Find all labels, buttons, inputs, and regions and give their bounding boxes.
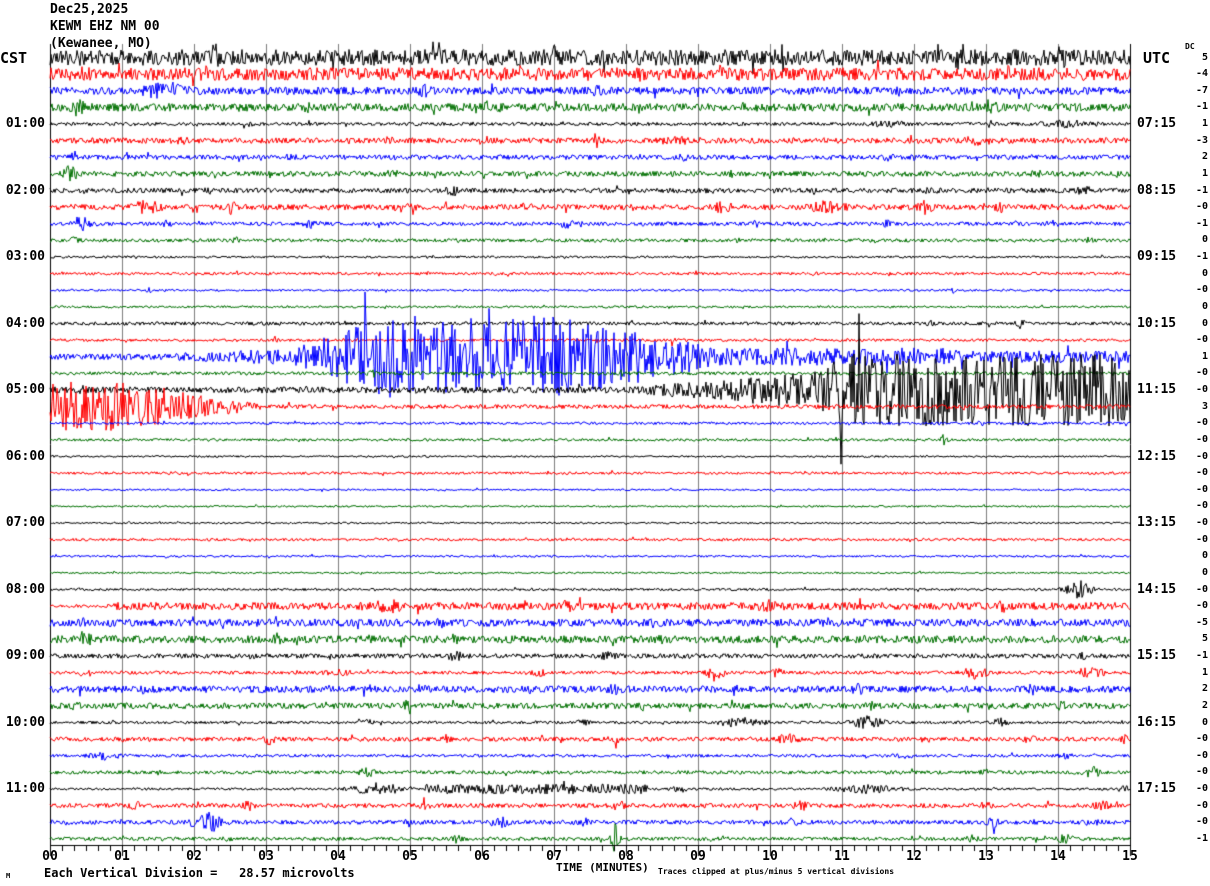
cst-hour-label: 01:00 bbox=[5, 116, 45, 131]
dc-offset-value: -1 bbox=[1195, 832, 1208, 844]
minute-tick-label: 03 bbox=[258, 849, 274, 864]
dc-offset-value: -0 bbox=[1195, 799, 1208, 811]
dc-offset-value: -1 bbox=[1195, 184, 1208, 196]
dc-column-header: DC bbox=[1185, 42, 1195, 51]
minute-tick-label: 11 bbox=[834, 849, 850, 864]
dc-offset-value: 5 bbox=[1201, 51, 1208, 63]
utc-hour-label: 08:15 bbox=[1137, 182, 1177, 198]
cst-hour-label: 09:00 bbox=[5, 648, 45, 663]
dc-offset-value: 1 bbox=[1201, 167, 1208, 179]
dc-offset-value: -0 bbox=[1195, 583, 1208, 595]
utc-hour-label: 14:15 bbox=[1137, 581, 1177, 597]
dc-offset-value: 0 bbox=[1201, 317, 1208, 329]
division-scale-note: Each Vertical Division = 28.57 microvolt… bbox=[44, 866, 355, 880]
cst-hour-label: 08:00 bbox=[5, 581, 45, 597]
minute-tick-label: 07 bbox=[546, 849, 562, 864]
dc-offset-value: -3 bbox=[1195, 134, 1208, 146]
dc-offset-value: -0 bbox=[1195, 483, 1208, 495]
dc-offset-value: -0 bbox=[1195, 749, 1208, 761]
cst-hour-label: 03:00 bbox=[5, 249, 45, 264]
dc-offset-value: -1 bbox=[1195, 251, 1208, 262]
utc-hour-label: 13:15 bbox=[1137, 515, 1177, 530]
x-axis-title: TIME (MINUTES) bbox=[556, 861, 649, 874]
minute-tick-label: 06 bbox=[474, 849, 490, 864]
minute-tick-label: 00 bbox=[42, 849, 58, 864]
title-station: KEWM EHZ NM 00 bbox=[50, 19, 160, 34]
dc-offset-value: 1 bbox=[1201, 350, 1208, 362]
right-timezone-label: UTC bbox=[1143, 49, 1171, 67]
utc-hour-label: 09:15 bbox=[1137, 249, 1177, 264]
cst-hour-label: 11:00 bbox=[5, 781, 45, 796]
left-timezone-label: CST bbox=[0, 49, 28, 67]
title-date: Dec25,2025 bbox=[50, 2, 129, 17]
minute-tick-label: 01 bbox=[114, 849, 130, 864]
dc-offset-value: -0 bbox=[1195, 517, 1208, 528]
dc-offset-value: -0 bbox=[1195, 367, 1208, 379]
title-location: (Kewanee, MO) bbox=[50, 36, 152, 51]
dc-offset-value: 1 bbox=[1201, 118, 1208, 129]
utc-hour-label: 17:15 bbox=[1137, 781, 1177, 796]
dc-offset-value: -0 bbox=[1195, 334, 1208, 346]
utc-hour-label: 12:15 bbox=[1137, 448, 1177, 464]
dc-offset-value: -0 bbox=[1195, 417, 1208, 429]
minute-tick-label: 09 bbox=[690, 849, 706, 864]
dc-offset-value: -1 bbox=[1195, 650, 1208, 661]
dc-offset-value: 2 bbox=[1201, 699, 1208, 711]
cst-hour-label: 05:00 bbox=[5, 382, 45, 397]
dc-offset-value: 0 bbox=[1201, 716, 1208, 728]
cst-hour-label: 02:00 bbox=[5, 182, 45, 198]
dc-offset-value: 0 bbox=[1201, 267, 1208, 279]
dc-offset-value: 1 bbox=[1201, 666, 1208, 678]
cst-hour-label: 06:00 bbox=[5, 448, 45, 464]
minute-tick-label: 14 bbox=[1050, 849, 1066, 864]
dc-offset-value: 3 bbox=[1201, 400, 1208, 412]
dc-offset-value: -0 bbox=[1195, 500, 1208, 512]
utc-hour-label: 15:15 bbox=[1137, 648, 1177, 663]
minute-tick-label: 15 bbox=[1122, 849, 1138, 864]
utc-hour-label: 10:15 bbox=[1137, 315, 1177, 331]
dc-offset-value: -0 bbox=[1195, 201, 1208, 213]
dc-offset-value: -5 bbox=[1195, 616, 1208, 628]
cst-hour-label: 07:00 bbox=[5, 515, 45, 530]
corner-glyph: M bbox=[6, 872, 11, 880]
dc-offset-value: -1 bbox=[1195, 217, 1208, 229]
dc-offset-value: -0 bbox=[1195, 733, 1208, 745]
dc-offset-value: -1 bbox=[1195, 101, 1208, 113]
utc-hour-label: 07:15 bbox=[1137, 116, 1177, 131]
dc-offset-value: -0 bbox=[1195, 766, 1208, 778]
dc-offset-value: 2 bbox=[1201, 683, 1208, 695]
minute-tick-label: 13 bbox=[978, 849, 994, 864]
dc-offset-value: -0 bbox=[1195, 284, 1208, 296]
dc-offset-value: -7 bbox=[1195, 84, 1208, 96]
cst-hour-label: 10:00 bbox=[5, 714, 45, 730]
dc-offset-value: 5 bbox=[1201, 633, 1208, 645]
utc-hour-label: 16:15 bbox=[1137, 714, 1177, 730]
minute-tick-label: 02 bbox=[186, 849, 202, 864]
dc-offset-value: -0 bbox=[1195, 433, 1208, 445]
dc-offset-value: -0 bbox=[1195, 533, 1208, 545]
dc-offset-value: -0 bbox=[1195, 467, 1208, 479]
dc-offset-value: 0 bbox=[1201, 550, 1208, 562]
dc-offset-value: -0 bbox=[1195, 384, 1208, 395]
dc-offset-value: 0 bbox=[1201, 234, 1208, 246]
cst-hour-label: 04:00 bbox=[5, 315, 45, 331]
dc-offset-value: -0 bbox=[1195, 600, 1208, 612]
dc-offset-value: -0 bbox=[1195, 816, 1208, 828]
dc-offset-value: 0 bbox=[1201, 566, 1208, 578]
minute-tick-label: 04 bbox=[330, 849, 346, 864]
dc-offset-value: 2 bbox=[1201, 151, 1208, 163]
minute-tick-label: 08 bbox=[618, 849, 634, 864]
dc-offset-value: -0 bbox=[1195, 783, 1208, 794]
minute-tick-label: 10 bbox=[762, 849, 778, 864]
minute-tick-label: 12 bbox=[906, 849, 922, 864]
dc-offset-value: -4 bbox=[1195, 68, 1208, 80]
utc-hour-label: 11:15 bbox=[1137, 382, 1177, 397]
dc-offset-value: -0 bbox=[1195, 450, 1208, 462]
dc-offset-value: 0 bbox=[1201, 300, 1208, 312]
clip-note: Traces clipped at plus/minus 5 vertical … bbox=[658, 867, 895, 876]
minute-tick-label: 05 bbox=[402, 849, 418, 864]
